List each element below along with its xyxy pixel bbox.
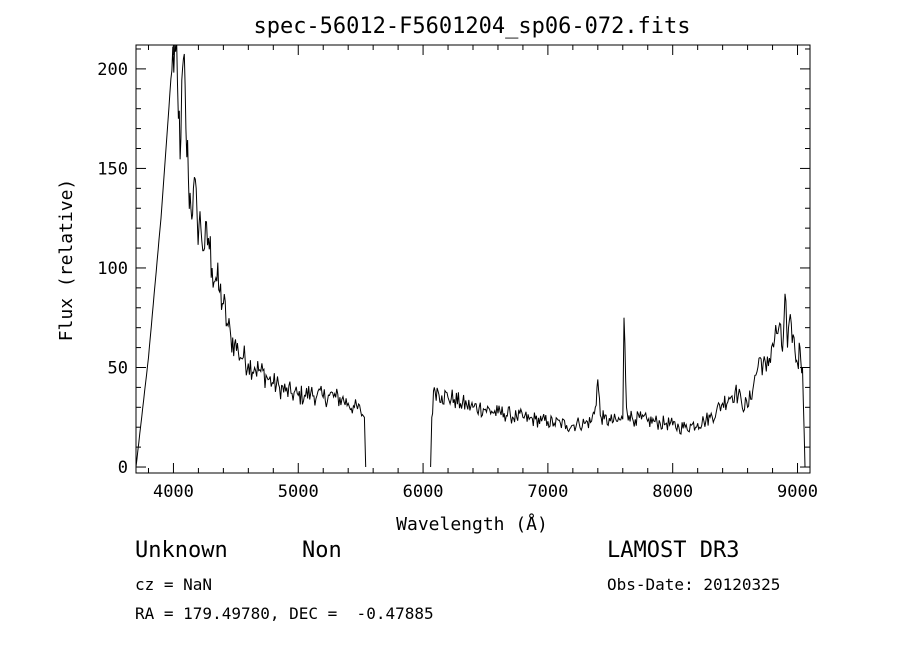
obs-date: Obs-Date: 20120325 — [607, 575, 781, 594]
x-tick-label: 5000 — [278, 482, 319, 502]
y-tick-label: 100 — [97, 259, 128, 279]
y-tick-label: 0 — [118, 458, 128, 478]
y-tick-label: 50 — [108, 358, 128, 378]
chart-title: spec-56012-F5601204_sp06-072.fits — [253, 14, 690, 39]
x-tick-label: 9000 — [777, 482, 818, 502]
plot-frame — [135, 44, 811, 474]
x-tick-label: 7000 — [527, 482, 568, 502]
x-tick-label: 4000 — [153, 482, 194, 502]
coordinates: RA = 179.49780, DEC = -0.47885 — [135, 604, 434, 623]
y-tick-label: 200 — [97, 60, 128, 80]
y-tick-label: 150 — [97, 159, 128, 179]
spectrum-line — [430, 293, 806, 468]
object-class: Unknown — [135, 538, 228, 563]
y-axis-label: Flux (relative) — [56, 179, 77, 342]
spectrum-line — [136, 45, 367, 468]
redshift-value: cz = NaN — [135, 575, 213, 594]
survey-label: LAMOST DR3 — [607, 538, 740, 563]
object-subclass: Non — [302, 538, 342, 563]
x-axis-label: Wavelength (Å) — [396, 513, 548, 535]
x-tick-label: 6000 — [403, 482, 444, 502]
x-tick-label: 8000 — [652, 482, 693, 502]
plot-area: 4000 5000 6000 7000 8000 9000 0 50 100 150 200 — [97, 44, 818, 502]
